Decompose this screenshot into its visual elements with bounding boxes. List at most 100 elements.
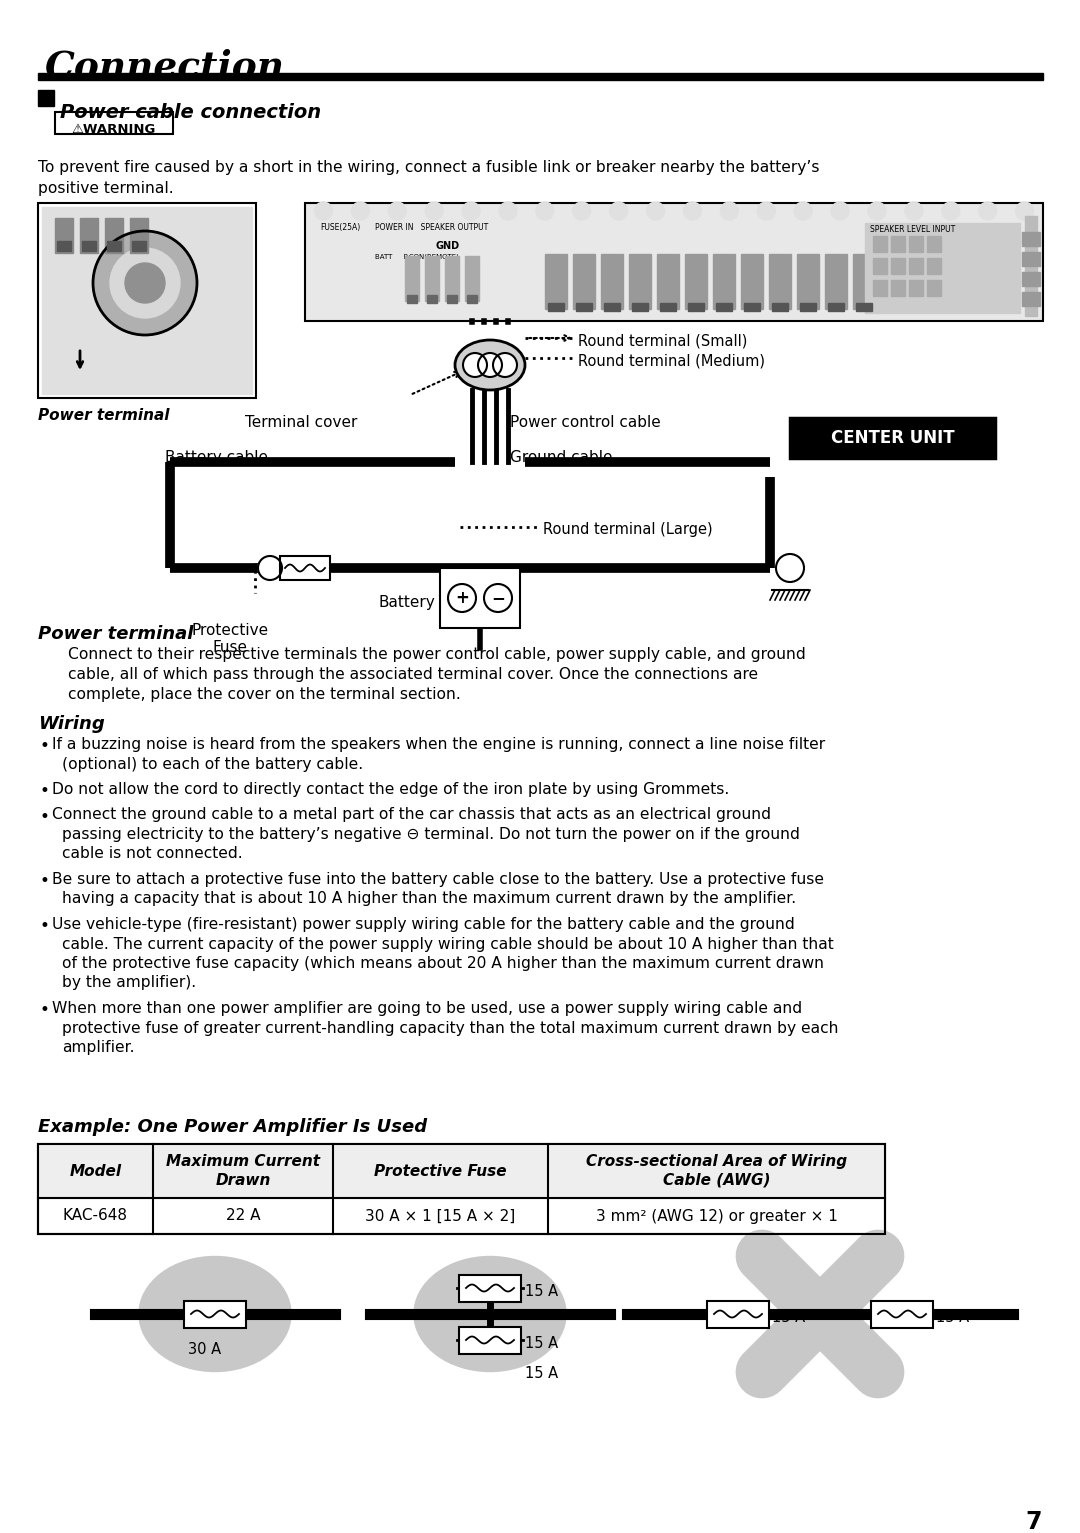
Bar — [828, 304, 843, 311]
Bar — [891, 236, 905, 251]
Text: Terminal cover: Terminal cover — [245, 415, 357, 429]
Text: cable is not connected.: cable is not connected. — [62, 846, 243, 862]
Circle shape — [426, 202, 443, 221]
Circle shape — [609, 202, 627, 221]
Circle shape — [484, 584, 512, 612]
Text: •: • — [40, 782, 50, 800]
Bar — [797, 254, 819, 310]
Bar — [82, 241, 96, 251]
Bar — [927, 281, 941, 296]
Bar — [132, 241, 146, 251]
Text: (optional) to each of the battery cable.: (optional) to each of the battery cable. — [62, 756, 363, 771]
Text: SPEAKER LEVEL INPUT: SPEAKER LEVEL INPUT — [870, 225, 955, 235]
Text: Power terminal: Power terminal — [38, 625, 193, 642]
Circle shape — [258, 556, 282, 579]
Text: CENTER UNIT: CENTER UNIT — [831, 429, 955, 448]
Text: Do not allow the cord to directly contact the edge of the iron plate by using Gr: Do not allow the cord to directly contac… — [52, 782, 729, 797]
Text: POWER IN   SPEAKER OUTPUT: POWER IN SPEAKER OUTPUT — [375, 222, 488, 231]
Text: protective fuse of greater current-handling capacity than the total maximum curr: protective fuse of greater current-handl… — [62, 1021, 838, 1035]
FancyBboxPatch shape — [789, 419, 995, 458]
Text: KAC-648: KAC-648 — [63, 1208, 129, 1223]
Text: Connect to their respective terminals the power control cable, power supply cabl: Connect to their respective terminals th… — [68, 647, 806, 662]
Circle shape — [125, 264, 165, 304]
Text: ⚠WARNING: ⚠WARNING — [71, 123, 157, 136]
Bar — [873, 281, 887, 296]
Text: Round terminal (Large): Round terminal (Large) — [543, 523, 713, 537]
Text: FUSE(25A): FUSE(25A) — [320, 222, 361, 231]
Text: Use vehicle-type (fire-resistant) power supply wiring cable for the battery cabl: Use vehicle-type (fire-resistant) power … — [52, 917, 795, 932]
Text: BATT     P.CON(REMOTE): BATT P.CON(REMOTE) — [375, 253, 459, 259]
FancyBboxPatch shape — [38, 202, 256, 399]
Text: Round terminal (Small): Round terminal (Small) — [578, 333, 747, 348]
Text: +: + — [455, 589, 469, 607]
Text: Example: One Power Amplifier Is Used: Example: One Power Amplifier Is Used — [38, 1118, 427, 1136]
Text: Be sure to attach a protective fuse into the battery cable close to the battery.: Be sure to attach a protective fuse into… — [52, 872, 824, 888]
Circle shape — [794, 202, 812, 221]
Text: Model: Model — [69, 1164, 122, 1179]
Bar — [42, 207, 252, 394]
Text: cable. The current capacity of the power supply wiring cable should be about 10 : cable. The current capacity of the power… — [62, 937, 834, 952]
Text: Protective
Fuse: Protective Fuse — [191, 622, 269, 656]
Bar — [548, 304, 564, 311]
Bar — [1025, 216, 1037, 316]
Text: 15 A: 15 A — [936, 1311, 969, 1326]
Bar — [909, 258, 923, 274]
Text: 22 A: 22 A — [226, 1208, 260, 1223]
Bar — [130, 218, 148, 253]
Bar — [38, 90, 54, 106]
Circle shape — [351, 202, 369, 221]
Bar — [891, 281, 905, 296]
Circle shape — [536, 202, 554, 221]
FancyBboxPatch shape — [184, 1300, 246, 1328]
Bar — [772, 304, 788, 311]
Bar — [927, 258, 941, 274]
Bar — [657, 254, 679, 310]
Bar — [800, 304, 816, 311]
Text: 30 A × 1 [15 A × 2]: 30 A × 1 [15 A × 2] — [365, 1208, 515, 1223]
FancyBboxPatch shape — [459, 1326, 521, 1354]
Circle shape — [314, 202, 333, 221]
Bar — [1022, 251, 1040, 267]
Text: 30 A: 30 A — [188, 1341, 221, 1357]
Bar — [891, 258, 905, 274]
Circle shape — [463, 353, 487, 377]
Text: amplifier.: amplifier. — [62, 1039, 135, 1055]
Bar — [744, 304, 760, 311]
Bar — [545, 254, 567, 310]
Bar — [405, 256, 419, 300]
Circle shape — [1015, 202, 1034, 221]
Ellipse shape — [139, 1257, 291, 1372]
Text: Power cable connection: Power cable connection — [60, 103, 321, 123]
Bar — [465, 256, 480, 300]
Text: •: • — [40, 917, 50, 935]
Text: Round terminal (Medium): Round terminal (Medium) — [578, 353, 765, 368]
Text: Power terminal: Power terminal — [38, 408, 170, 423]
Text: Connect the ground cable to a metal part of the car chassis that acts as an elec: Connect the ground cable to a metal part… — [52, 808, 771, 823]
Text: •: • — [40, 1001, 50, 1019]
Text: Power control cable: Power control cable — [510, 415, 661, 429]
Bar — [660, 304, 676, 311]
FancyBboxPatch shape — [870, 1300, 933, 1328]
Circle shape — [478, 353, 502, 377]
Text: 7: 7 — [1026, 1510, 1042, 1533]
Circle shape — [499, 202, 517, 221]
Text: 15 A: 15 A — [772, 1311, 805, 1326]
Bar — [769, 254, 791, 310]
Circle shape — [777, 553, 804, 583]
Text: If a buzzing noise is heard from the speakers when the engine is running, connec: If a buzzing noise is heard from the spe… — [52, 737, 825, 753]
Text: −: − — [491, 589, 505, 607]
Circle shape — [684, 202, 701, 221]
Text: 15 A: 15 A — [525, 1366, 558, 1381]
FancyBboxPatch shape — [459, 1274, 521, 1302]
Text: GND: GND — [435, 241, 459, 251]
Bar — [38, 1144, 885, 1234]
Bar — [853, 254, 875, 310]
Bar — [716, 304, 732, 311]
Circle shape — [388, 202, 406, 221]
Bar — [741, 254, 762, 310]
Text: Maximum Current
Drawn: Maximum Current Drawn — [166, 1154, 320, 1188]
Text: Ground cable: Ground cable — [510, 451, 612, 464]
Circle shape — [978, 202, 997, 221]
Bar — [38, 1144, 885, 1197]
Bar — [865, 222, 1020, 313]
